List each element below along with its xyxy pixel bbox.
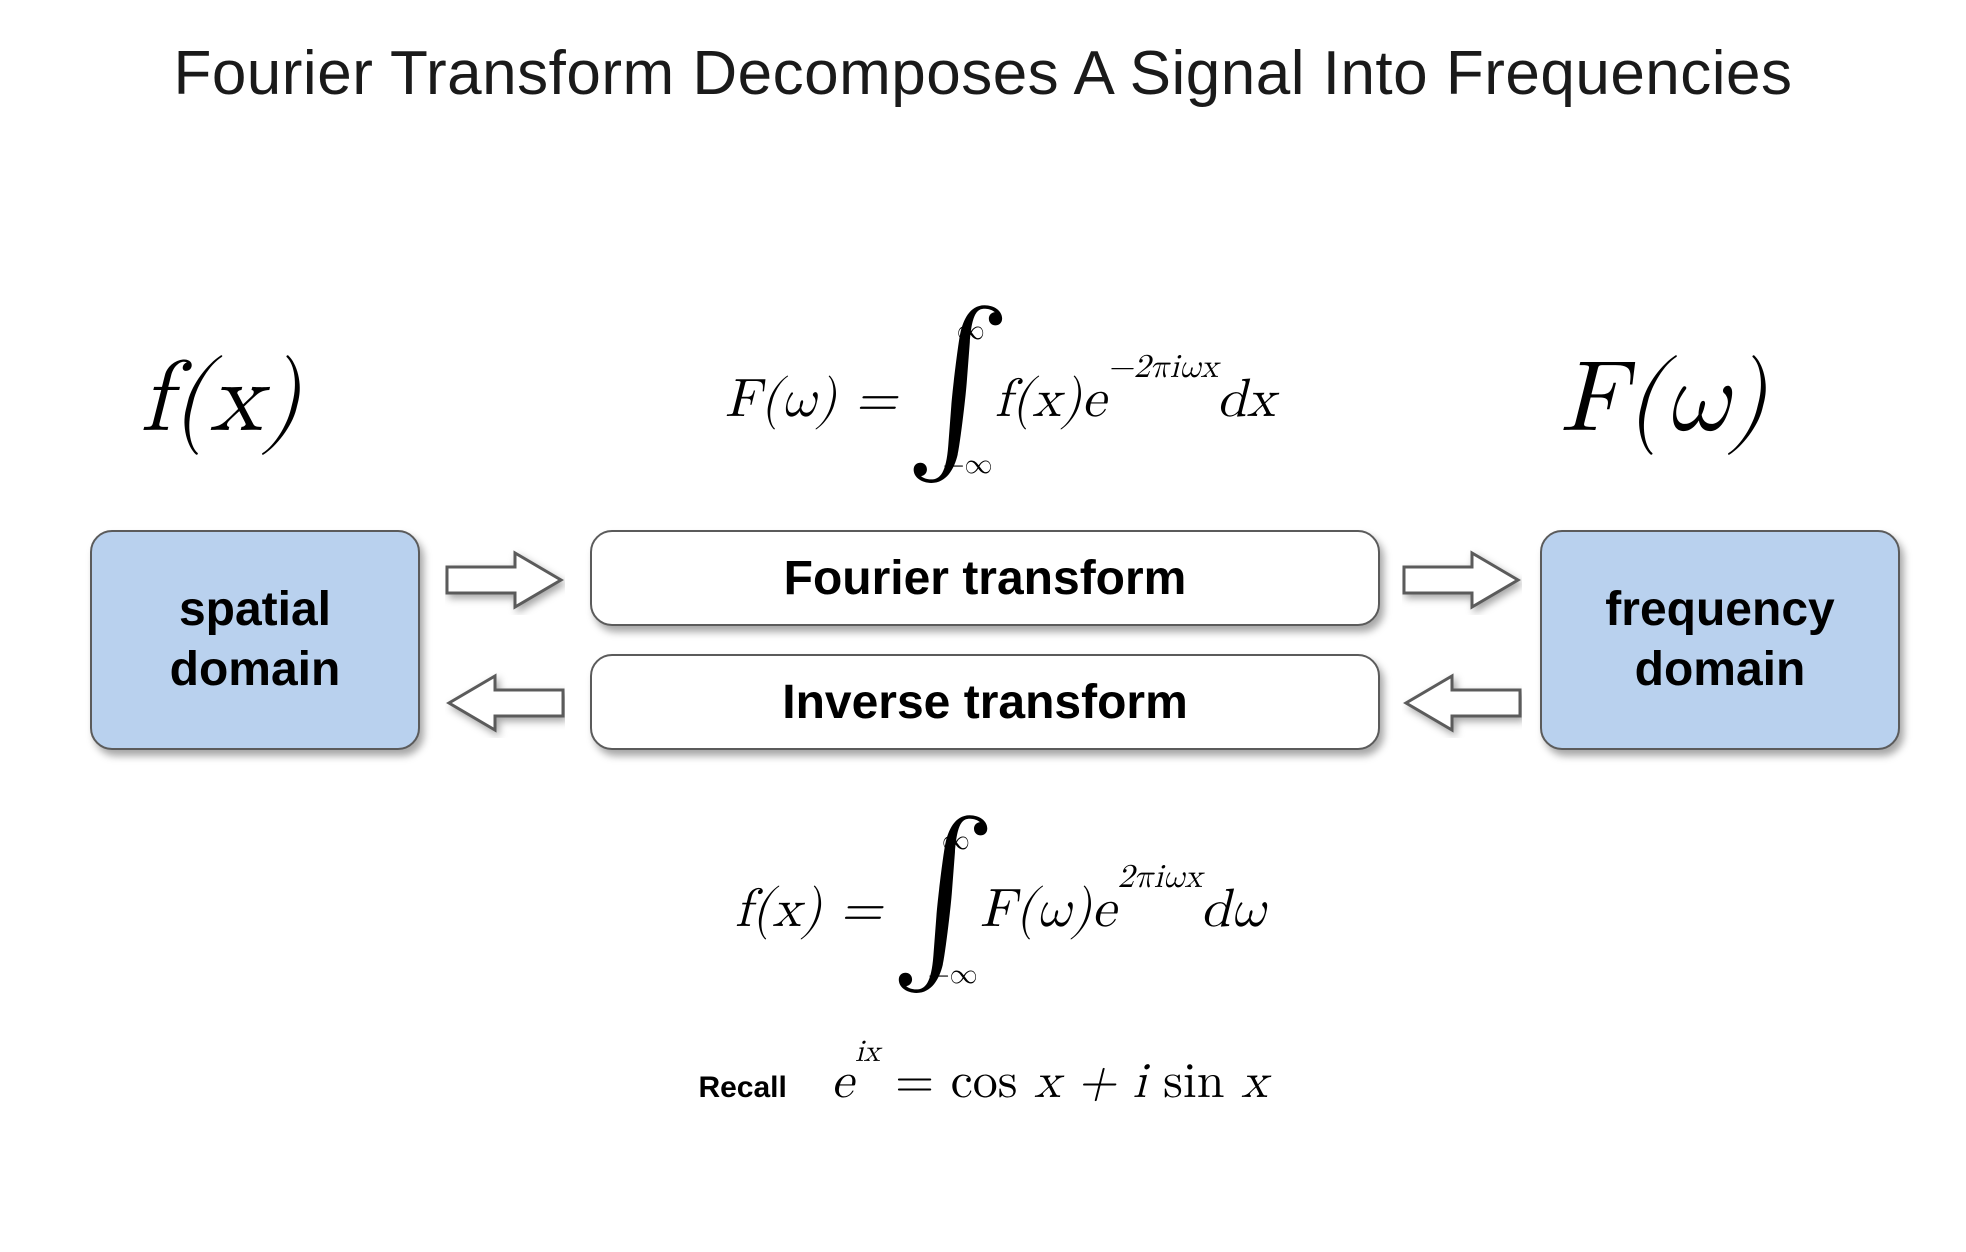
eq-forward-lhs: F(ω) =	[725, 368, 897, 433]
fourier-transform-label: Fourier transform	[784, 551, 1187, 606]
fourier-transform-box: Fourier transform	[590, 530, 1380, 626]
slide-canvas: Fourier Transform Decomposes A Signal In…	[0, 0, 1966, 1252]
frequency-domain-label: frequency domain	[1605, 580, 1834, 700]
arrow-left-icon	[445, 668, 565, 738]
arrow-left-icon	[1402, 668, 1522, 738]
eq-inverse-lhs: f(x) =	[735, 878, 882, 943]
arrow-right-icon	[1402, 545, 1522, 615]
inverse-transform-label: Inverse transform	[782, 675, 1188, 730]
left-function-label: f(x)	[140, 340, 301, 460]
inverse-transform-equation: f(x) = ∫ ∞ −∞ F(ω)e2πiωxdω	[560, 810, 1440, 1010]
right-function-label: F(ω)	[1560, 340, 1767, 460]
integral-lower-limit: −∞	[943, 448, 993, 482]
integral-symbol: ∫ ∞ −∞	[911, 320, 981, 480]
arrow-right-icon	[445, 545, 565, 615]
integral-lower-limit: −∞	[928, 958, 978, 992]
forward-transform-equation: F(ω) = ∫ ∞ −∞ f(x)e−2πiωxdx	[560, 300, 1440, 500]
euler-identity: eix = cos x + i sin x	[831, 1057, 1267, 1107]
recall-label: Recall	[698, 1071, 786, 1104]
spatial-domain-box: spatial domain	[90, 530, 420, 750]
integral-upper-limit: ∞	[957, 314, 985, 348]
eq-inverse-integrand: F(ω)e2πiωxdω	[980, 878, 1265, 943]
spatial-domain-label: spatial domain	[170, 580, 341, 700]
frequency-domain-box: frequency domain	[1540, 530, 1900, 750]
slide-title: Fourier Transform Decomposes A Signal In…	[0, 38, 1966, 109]
integral-upper-limit: ∞	[942, 824, 970, 858]
eq-forward-integrand: f(x)e−2πiωxdx	[995, 368, 1275, 433]
integral-symbol: ∫ ∞ −∞	[896, 830, 966, 990]
inverse-transform-box: Inverse transform	[590, 654, 1380, 750]
euler-identity-row: Recall eix = cos x + i sin x	[0, 1052, 1966, 1112]
